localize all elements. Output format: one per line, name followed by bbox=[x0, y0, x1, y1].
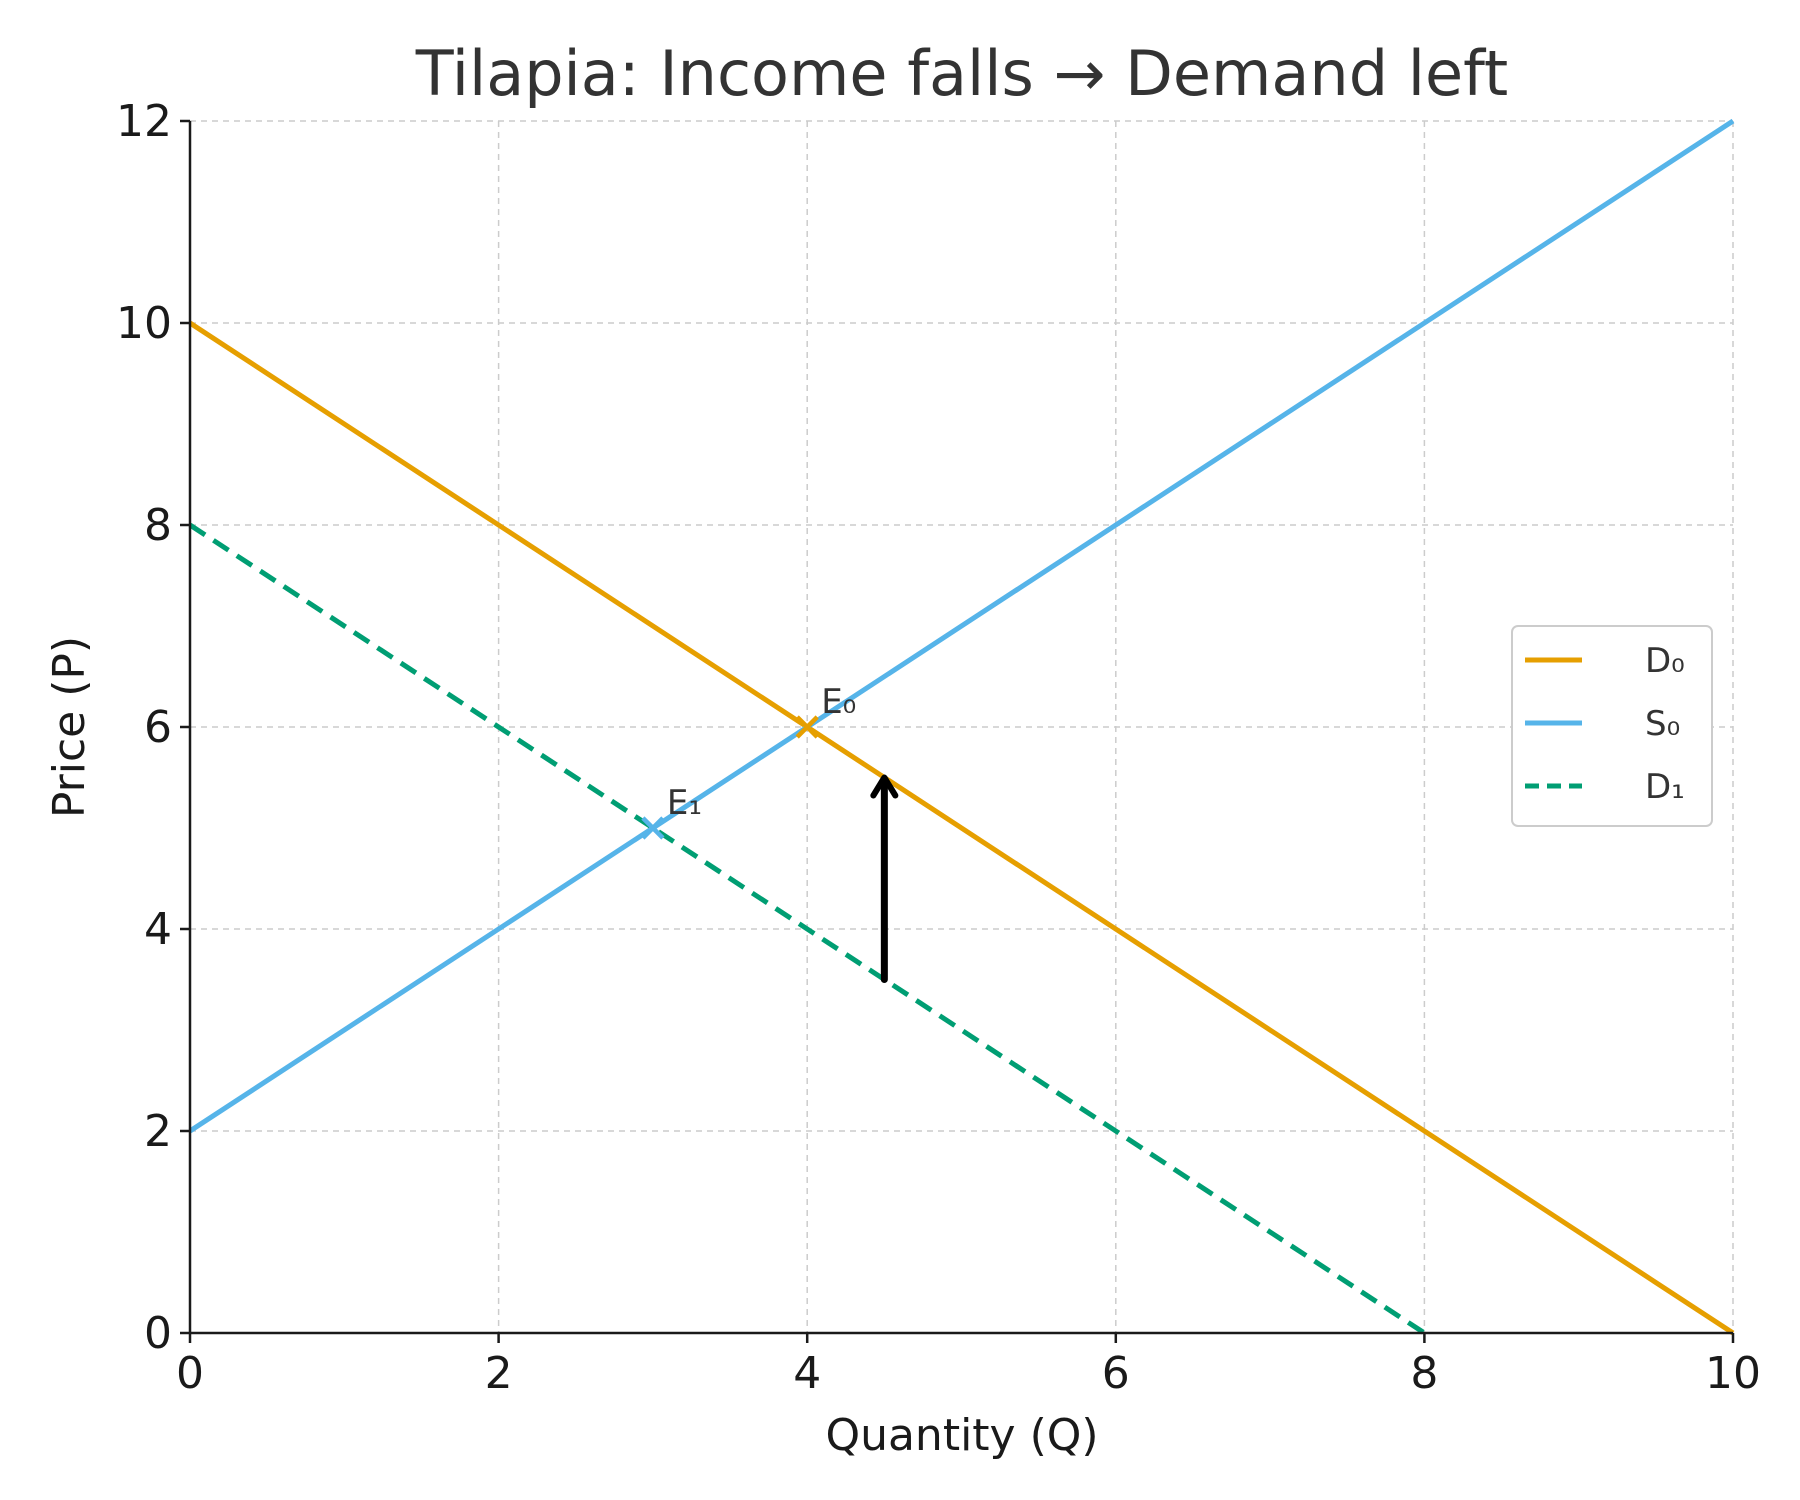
series-line-0 bbox=[188, 320, 1735, 1336]
y-tick-label: 6 bbox=[144, 702, 172, 753]
series-lines bbox=[188, 118, 1735, 1336]
y-tick-label: 2 bbox=[144, 1106, 172, 1157]
legend-label: D₀ bbox=[1645, 641, 1685, 681]
y-axis-label: Price (P) bbox=[44, 636, 95, 818]
equilibrium-marker bbox=[641, 816, 665, 840]
x-tick-label: 6 bbox=[1102, 1348, 1130, 1399]
y-tick-label: 0 bbox=[144, 1308, 172, 1359]
equilibrium-label: E₀ bbox=[821, 682, 856, 722]
equilibrium-label: E₁ bbox=[667, 783, 702, 823]
equilibrium-points: E₀ E₁ bbox=[641, 682, 856, 840]
x-tick-label: 0 bbox=[176, 1348, 204, 1399]
legend-label: D₁ bbox=[1645, 767, 1685, 807]
x-tick-label: 10 bbox=[1705, 1348, 1761, 1399]
x-tick-label: 8 bbox=[1410, 1348, 1438, 1399]
ticks: 0 2 4 6 8 10 0 2 4 6 8 10 12 bbox=[116, 96, 1761, 1399]
y-tick-label: 4 bbox=[144, 904, 172, 955]
shift-arrow bbox=[870, 774, 899, 983]
x-tick-label: 2 bbox=[485, 1348, 513, 1399]
y-tick-label: 8 bbox=[144, 500, 172, 551]
legend-frame bbox=[1511, 625, 1713, 827]
legend: D₀ S₀ D₁ bbox=[1511, 625, 1713, 827]
series-line-1 bbox=[188, 118, 1735, 1134]
x-tick-label: 4 bbox=[793, 1348, 821, 1399]
y-tick-label: 10 bbox=[116, 298, 172, 349]
x-axis-label: Quantity (Q) bbox=[825, 1410, 1098, 1461]
chart-title: Tilapia: Income falls → Demand left bbox=[415, 37, 1508, 110]
series-line-2 bbox=[188, 522, 1426, 1336]
legend-label: S₀ bbox=[1645, 704, 1680, 744]
arrow-head bbox=[870, 774, 899, 799]
y-tick-label: 12 bbox=[116, 96, 172, 147]
grid bbox=[189, 120, 1734, 1334]
equilibrium-marker bbox=[795, 715, 819, 739]
